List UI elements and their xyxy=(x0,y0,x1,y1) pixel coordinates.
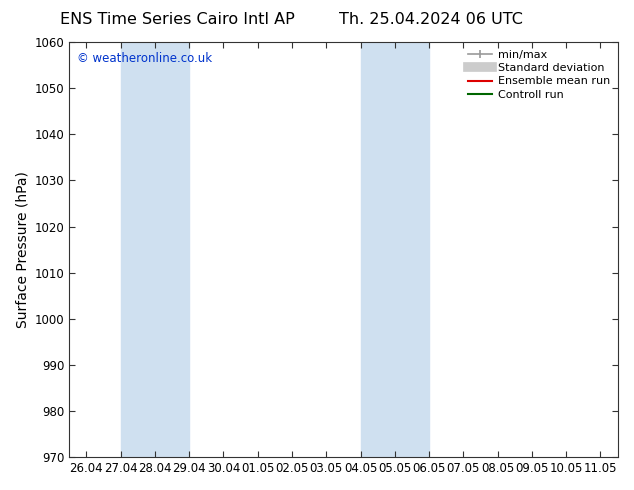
Text: © weatheronline.co.uk: © weatheronline.co.uk xyxy=(77,52,212,66)
Bar xyxy=(120,42,189,457)
Legend: min/max, Standard deviation, Ensemble mean run, Controll run: min/max, Standard deviation, Ensemble me… xyxy=(465,48,612,102)
Title: ENS Time Series Cairo Intl AP        Th. 25.04.2024 06 UTC: ENS Time Series Cairo Intl AP Th. 25.04.… xyxy=(0,489,1,490)
Text: Th. 25.04.2024 06 UTC: Th. 25.04.2024 06 UTC xyxy=(339,12,523,27)
Y-axis label: Surface Pressure (hPa): Surface Pressure (hPa) xyxy=(15,171,29,328)
Text: ENS Time Series Cairo Intl AP: ENS Time Series Cairo Intl AP xyxy=(60,12,295,27)
Bar xyxy=(361,42,429,457)
